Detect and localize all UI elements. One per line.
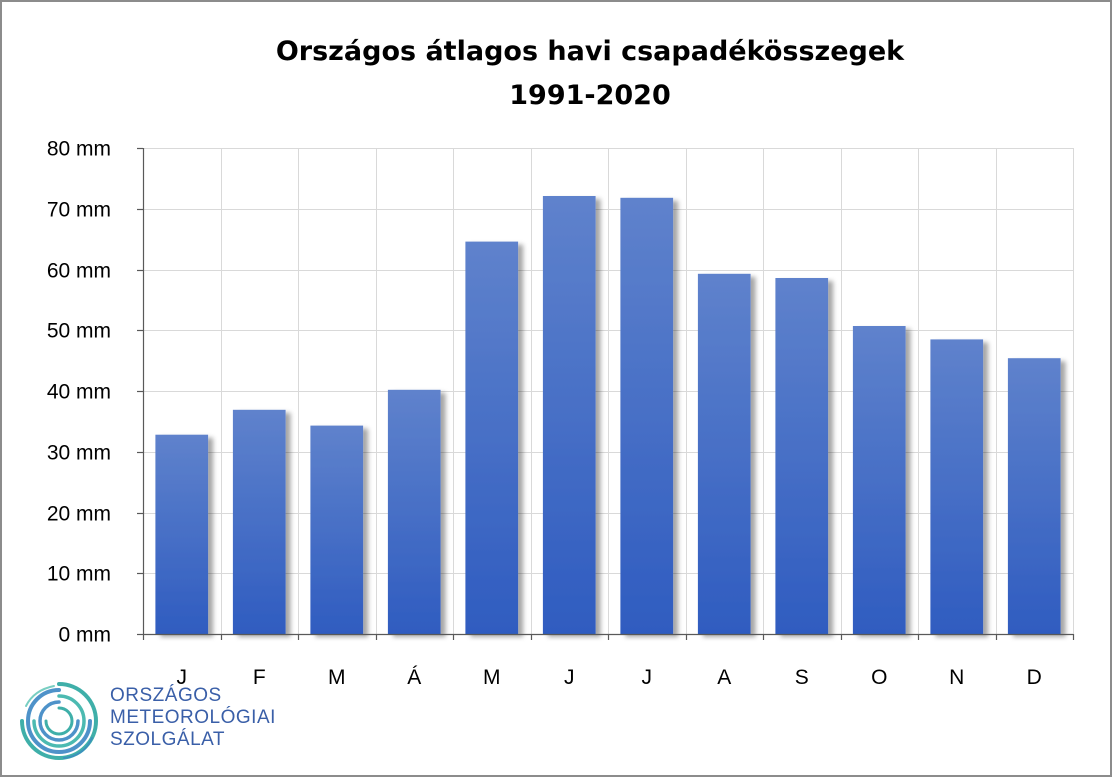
- x-tick-label: A: [717, 666, 731, 689]
- chart-title-line-1: Országos átlagos havi csapadékösszegek: [275, 36, 905, 67]
- x-tick-label: J: [642, 666, 653, 689]
- y-tick-label: 30 mm: [47, 442, 111, 465]
- y-tick-label: 60 mm: [47, 260, 111, 283]
- bar-6: [542, 196, 596, 634]
- bar-1: [155, 434, 209, 634]
- x-tick-label: M: [483, 666, 501, 689]
- y-tick-label: 0 mm: [59, 624, 112, 647]
- y-tick-label: 10 mm: [47, 563, 111, 586]
- bar-7: [620, 197, 674, 635]
- chart-title: Országos átlagos havi csapadékösszegek 1…: [0, 30, 1112, 118]
- x-tick-label: F: [253, 666, 266, 689]
- bar-3: [310, 425, 364, 634]
- bar-9: [775, 278, 829, 634]
- bar-12: [1007, 358, 1061, 634]
- gridlines: [143, 148, 1074, 634]
- bar-10: [852, 326, 906, 634]
- axes: [137, 147, 1075, 640]
- y-tick-label: 40 mm: [47, 381, 111, 404]
- bar-8: [697, 273, 751, 634]
- bar-2: [232, 409, 286, 634]
- x-tick-label: N: [949, 666, 964, 689]
- bar-4: [387, 389, 441, 634]
- y-tick-label: 80 mm: [47, 138, 111, 161]
- y-tick-label: 70 mm: [47, 199, 111, 222]
- logo-text-line-2: METEOROLÓGIAI: [110, 707, 276, 728]
- x-tick-label: S: [795, 666, 809, 689]
- bars: [155, 196, 1061, 635]
- x-tick-label: J: [177, 666, 188, 689]
- chart-title-line-2: 1991-2020: [509, 80, 671, 111]
- x-tick-label: D: [1027, 666, 1042, 689]
- x-tick-label: M: [328, 666, 346, 689]
- y-tick-label: 50 mm: [47, 320, 111, 343]
- omsz-logo: ORSZÁGOS METEOROLÓGIAI SZOLGÁLAT: [14, 676, 314, 766]
- tick-labels: 0 mm 10 mm 20 mm 30 mm 40 mm 50 mm 60 mm 70 mm 8…: [47, 138, 1042, 690]
- omsz-logo-mark-icon: [20, 682, 98, 760]
- logo-text-line-1: ORSZÁGOS: [110, 685, 222, 706]
- bar-5: [465, 241, 519, 634]
- bar-11: [930, 339, 984, 634]
- x-tick-label: Á: [407, 666, 421, 689]
- x-tick-label: J: [564, 666, 575, 689]
- y-tick-label: 20 mm: [47, 503, 111, 526]
- logo-text-line-3: SZOLGÁLAT: [110, 729, 226, 750]
- x-tick-label: O: [871, 666, 887, 689]
